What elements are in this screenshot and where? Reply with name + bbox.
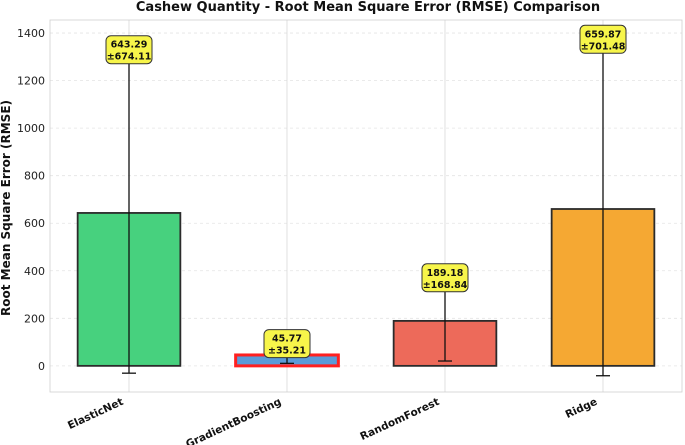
data-label-box [579, 24, 627, 54]
bars [76, 41, 656, 377]
data-label-error: ±674.11 [107, 52, 152, 63]
x-tick-label: Ridge [564, 396, 600, 421]
y-tick-label: 800 [24, 170, 45, 183]
plot-frame [49, 19, 683, 393]
y-tick-label: 600 [24, 217, 45, 230]
x-tick-label: RandomForest [358, 396, 441, 443]
chart-title: Cashew Quantity - Root Mean Square Error… [136, 0, 600, 15]
data-label-value: 643.29 [111, 40, 148, 51]
data-label-error: ±701.48 [581, 41, 626, 52]
data-label: 45.77±35.21 [263, 329, 311, 359]
data-label-box [105, 35, 153, 65]
data-label-error: ±168.84 [423, 280, 468, 291]
data-label-error: ±35.21 [268, 346, 306, 357]
y-axis-label: Root Mean Square Error (RMSE) [0, 100, 13, 316]
y-tick-label: 0 [38, 360, 45, 373]
y-tick-label: 400 [24, 265, 45, 278]
data-labels: 643.29±674.11 45.77±35.21 189.18±168.84 659… [105, 24, 627, 359]
y-tick-label: 1200 [17, 75, 45, 88]
data-label-value: 659.87 [585, 29, 622, 40]
data-label-value: 45.77 [272, 334, 302, 345]
x-tick-label: ElasticNet [66, 396, 125, 432]
data-label: 659.87±701.48 [579, 24, 627, 54]
x-tick-label: GradientBoosting [184, 396, 283, 445]
data-label: 189.18±168.84 [421, 263, 469, 293]
y-tick-label: 200 [24, 312, 45, 325]
data-label: 643.29±674.11 [105, 35, 153, 65]
data-label-box [263, 329, 311, 359]
plot-area-border [49, 19, 683, 393]
data-label-box [421, 263, 469, 293]
data-label-value: 189.18 [427, 268, 464, 279]
y-tick-label: 1000 [17, 122, 45, 135]
y-tick-label: 1400 [17, 27, 45, 40]
